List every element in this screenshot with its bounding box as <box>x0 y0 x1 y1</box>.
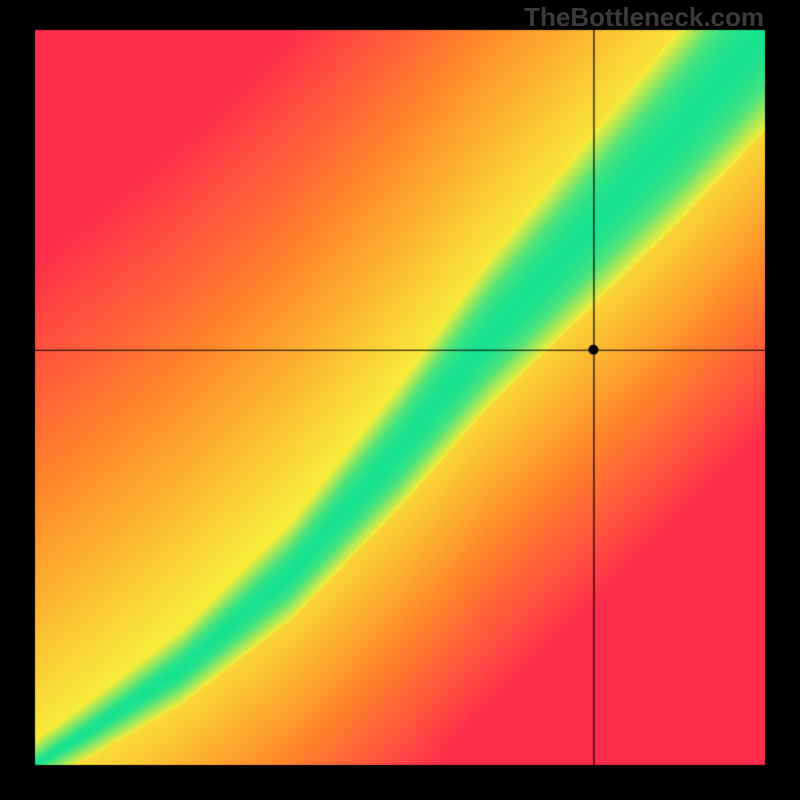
watermark-text: TheBottleneck.com <box>524 2 764 33</box>
bottleneck-heatmap-canvas <box>0 0 800 800</box>
chart-root: TheBottleneck.com <box>0 0 800 800</box>
